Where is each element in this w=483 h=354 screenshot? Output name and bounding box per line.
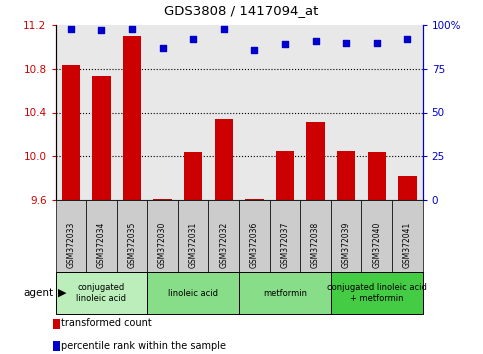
- Text: GSM372038: GSM372038: [311, 222, 320, 268]
- Bar: [239, 272, 331, 314]
- Text: conjugated linoleic acid
+ metformin: conjugated linoleic acid + metformin: [327, 283, 426, 303]
- Point: [251, 47, 258, 52]
- Bar: [147, 200, 178, 272]
- Bar: [245, 199, 264, 200]
- Bar: [56, 272, 147, 314]
- Text: conjugated
linoleic acid: conjugated linoleic acid: [76, 283, 127, 303]
- Text: GDS3808 / 1417094_at: GDS3808 / 1417094_at: [164, 4, 319, 17]
- Text: GSM372030: GSM372030: [158, 222, 167, 268]
- Bar: [62, 65, 80, 200]
- Bar: [123, 36, 141, 200]
- Bar: [209, 200, 239, 272]
- Bar: [92, 76, 111, 200]
- Point: [189, 36, 197, 42]
- Text: GSM372032: GSM372032: [219, 222, 228, 268]
- Bar: [147, 272, 239, 314]
- Text: GSM372035: GSM372035: [128, 222, 137, 268]
- Point: [98, 27, 105, 33]
- Point: [312, 38, 319, 44]
- Bar: [154, 199, 172, 200]
- Bar: [239, 200, 270, 272]
- Text: ▶: ▶: [58, 288, 67, 298]
- Point: [373, 40, 381, 45]
- Text: transformed count: transformed count: [61, 319, 152, 329]
- Bar: [331, 200, 361, 272]
- Point: [159, 45, 167, 51]
- Point: [67, 26, 75, 32]
- Text: linoleic acid: linoleic acid: [168, 289, 218, 297]
- Text: metformin: metformin: [263, 289, 307, 297]
- Bar: [184, 152, 202, 200]
- Text: GSM372039: GSM372039: [341, 222, 351, 268]
- Bar: [276, 151, 294, 200]
- Bar: [270, 200, 300, 272]
- Bar: [178, 200, 209, 272]
- Text: GSM372041: GSM372041: [403, 222, 412, 268]
- Bar: [56, 200, 86, 272]
- Bar: [368, 152, 386, 200]
- Text: GSM372036: GSM372036: [250, 222, 259, 268]
- Bar: [306, 122, 325, 200]
- Point: [342, 40, 350, 45]
- Bar: [392, 200, 423, 272]
- Point: [281, 41, 289, 47]
- Text: GSM372037: GSM372037: [281, 222, 289, 268]
- Text: GSM372033: GSM372033: [66, 222, 75, 268]
- Bar: [398, 176, 416, 200]
- Text: percentile rank within the sample: percentile rank within the sample: [61, 341, 226, 351]
- Text: GSM372040: GSM372040: [372, 222, 381, 268]
- Point: [128, 26, 136, 32]
- Bar: [300, 200, 331, 272]
- Bar: [117, 200, 147, 272]
- Bar: [337, 151, 355, 200]
- Bar: [331, 272, 423, 314]
- Point: [220, 26, 227, 32]
- Point: [403, 36, 411, 42]
- Text: agent: agent: [23, 288, 53, 298]
- Bar: [361, 200, 392, 272]
- Text: GSM372031: GSM372031: [189, 222, 198, 268]
- Bar: [214, 119, 233, 200]
- Bar: [86, 200, 117, 272]
- Text: GSM372034: GSM372034: [97, 222, 106, 268]
